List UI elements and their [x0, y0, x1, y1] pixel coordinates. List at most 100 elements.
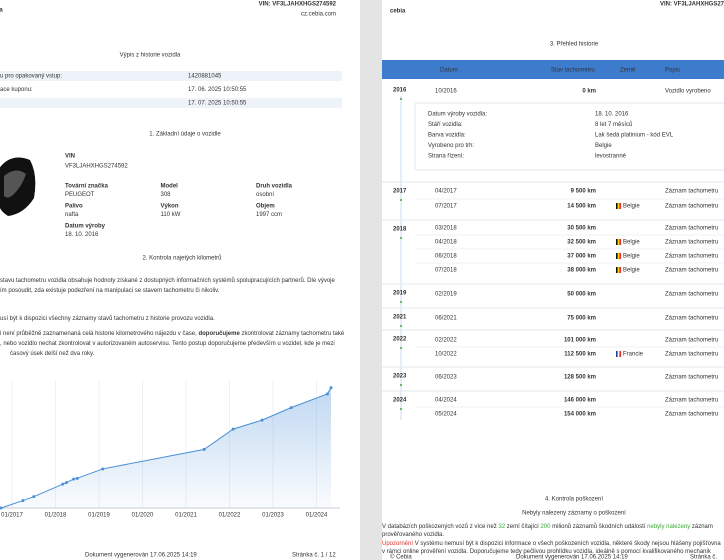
date: 02/2019: [435, 292, 457, 298]
field-label: Datum výroby: [65, 224, 106, 230]
x-tick-label: 01/2017: [1, 513, 23, 519]
timeline-dot: [400, 98, 402, 100]
summary-label: ace kuponu:: [0, 87, 33, 93]
description: Vozidlo vyrobeno: [665, 89, 711, 95]
detail-value: Lak šedá platinium - kód EVL: [595, 133, 674, 139]
description: Záznam tachometru: [665, 375, 718, 381]
vin-header: VIN: VF3LJAHXHGS27: [660, 2, 724, 8]
timeline-dot: [400, 408, 402, 410]
x-tick-label: 01/2019: [88, 513, 110, 519]
year: 2016: [393, 88, 407, 94]
description: Záznam tachometru: [665, 226, 718, 232]
footer-copyright: © Cebia: [390, 554, 412, 560]
field-value: osobní: [256, 192, 274, 198]
logo: bia: [0, 8, 3, 14]
x-tick-label: 01/2021: [175, 513, 197, 519]
timeline-dot: [400, 384, 402, 386]
text-run: V databázích poškozených vozů z více než: [382, 523, 498, 530]
odometer: 30 500 km: [567, 226, 596, 232]
summary-label: u pro opakovaný vstup:: [0, 74, 62, 80]
flag-stripe: [619, 239, 622, 245]
date: 05/2024: [435, 412, 457, 418]
text-run: zkontrolovat záznamy tachometru také: [240, 331, 345, 337]
flag-stripe: [619, 351, 622, 357]
summary-row-bg: [0, 71, 342, 81]
odometer: 154 000 km: [564, 412, 596, 418]
flag-stripe: [619, 267, 622, 273]
odometer: 14 500 km: [567, 204, 596, 210]
column-header: Popis: [665, 68, 680, 74]
date: 06/2023: [435, 375, 457, 381]
date: 10/2016: [435, 89, 457, 95]
x-tick-label: 01/2023: [262, 513, 284, 519]
field-label: Objem: [256, 204, 275, 210]
right-page: [382, 0, 724, 560]
description: Záznam tachometru: [665, 412, 718, 418]
timeline-dot: [400, 347, 402, 349]
flag-stripe: [616, 253, 618, 259]
text-run: usí být k dispozici všechny záznamy stav…: [0, 315, 215, 322]
text-run: 32: [498, 524, 505, 530]
paragraph-line: časový úsek delší než dva roky.: [10, 351, 95, 357]
x-tick-label: 01/2018: [45, 513, 67, 519]
footer-generated: Dokument vygenerován 17.06.2025 14:19: [85, 553, 197, 559]
field-label: Druh vozidla: [256, 184, 293, 190]
vin-header: VIN: VF3LJAHXHGS274592: [259, 2, 337, 8]
paragraph-line: V databázích poškozených vozů z více než…: [382, 523, 713, 530]
odometer: 9 500 km: [571, 189, 596, 195]
date: 03/2018: [435, 226, 457, 232]
text-run: 200: [540, 524, 551, 530]
timeline-dot: [400, 199, 402, 201]
text-run: nebyly nalezeny: [647, 524, 690, 530]
detail-label: Strana řízení:: [428, 154, 464, 160]
field-value: nafta: [65, 212, 79, 218]
odometer: 112 500 km: [564, 352, 596, 358]
description: Záznam tachometru: [665, 268, 718, 274]
website: cz.cebia.com: [301, 12, 336, 18]
text-run: ím posoudit, zda existuje podezření na m…: [0, 288, 220, 294]
year: 2023: [393, 374, 407, 380]
paragraph-line: v rámci online prověření vozidla. Doporu…: [382, 549, 712, 555]
date: 10/2022: [435, 352, 457, 358]
detail-label: Vyrobeno pro trh:: [428, 143, 474, 149]
field-value: PEUGEOT: [65, 192, 95, 198]
point: [75, 476, 79, 480]
flag-stripe: [616, 267, 618, 273]
logo: cebia: [390, 9, 406, 15]
date: 07/2018: [435, 268, 457, 274]
paragraph-line: usí být k dispozici všechny záznamy stav…: [0, 315, 215, 322]
description: Záznam tachometru: [665, 352, 718, 358]
field-value: 308: [161, 192, 172, 198]
timeline-dot: [400, 325, 402, 327]
year: 2019: [393, 291, 407, 297]
vin-label: VIN: [65, 154, 75, 160]
detail-label: Barva vozidla:: [428, 133, 466, 139]
text-run: záznam: [690, 524, 713, 530]
footer-generated: Dokument vygenerován 17.06.2025 14:19: [516, 555, 628, 560]
text-run: , nebo vozidlo nechat zkontrolovat v aut…: [0, 341, 335, 347]
point: [231, 427, 235, 431]
text-run: v rámci online prověření vozidla. Doporu…: [382, 549, 712, 555]
text-run: Upozornění: [382, 541, 413, 547]
text-run: prověřovaného vozidla.: [382, 532, 444, 538]
odometer: 50 000 km: [567, 292, 596, 298]
table-header: [382, 60, 724, 79]
date: 07/2017: [435, 204, 457, 210]
text-run: milionů záznamů škodních událostí: [550, 523, 647, 530]
column-header: Země: [620, 68, 636, 74]
line: [0, 387, 332, 509]
detail-value: Belgie: [595, 143, 612, 149]
timeline-dot: [400, 301, 402, 303]
country: Francie: [623, 352, 644, 358]
field-value: 1997 ccm: [256, 212, 282, 218]
description: Záznam tachometru: [665, 398, 718, 404]
damage-result: Nebyly nalezeny záznamy o poškození: [522, 511, 626, 517]
odometer: 32 500 km: [567, 240, 596, 246]
odometer: 101 000 km: [564, 338, 596, 344]
paragraph-line: stavu tachometru vozidla obsahuje hodnot…: [0, 277, 336, 284]
field-value: 18. 10. 2016: [65, 232, 99, 238]
detail-value: 8 let 7 měsíců: [595, 121, 632, 128]
text-run: V systému nemusí být k dispozici informa…: [413, 541, 721, 547]
year: 2017: [393, 189, 407, 195]
